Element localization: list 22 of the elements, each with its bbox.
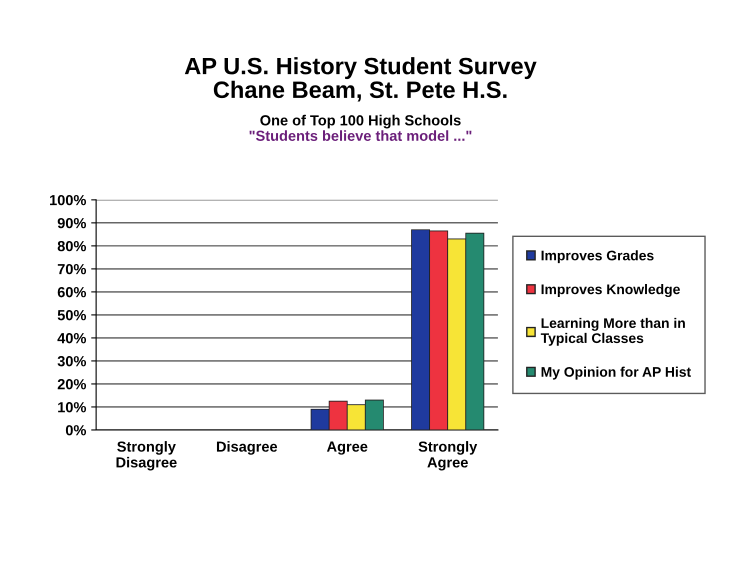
x-tick-label: Disagree [216,441,278,455]
y-tick-label: 30% [58,356,86,366]
legend-label: Learning More than in Typical Classes [540,318,685,346]
y-tick-label: 40% [57,333,86,344]
y-tick-label: 100% [50,194,86,206]
x-tick-label: Strongly Disagree [116,441,177,471]
legend-label: My Opinion for AP Hist [542,366,691,380]
y-tick-label: 10% [58,402,86,412]
y-tick-label: 70% [58,264,86,274]
y-tick-label: 0% [66,425,86,436]
y-tick-label: 90% [58,218,86,228]
y-tick-label: 20% [58,379,86,390]
y-tick-label: 50% [58,310,86,320]
y-tick-label: 80% [58,240,86,252]
y-tick-label: 60% [58,286,86,298]
legend-label: Improves Grades [542,250,654,264]
text: "Students believe that model ..." [250,130,472,141]
x-tick-label: Strongly Agree [418,441,478,471]
chart-title: AP U.S. History Student Survey Chane Beam, St. Pete H.S. [184,57,537,102]
x-tick-label: Agree [326,442,368,455]
chart-subtitle: One of Top 100 High Schools [260,114,461,128]
legend-label: Improves Knowledge [542,284,680,298]
